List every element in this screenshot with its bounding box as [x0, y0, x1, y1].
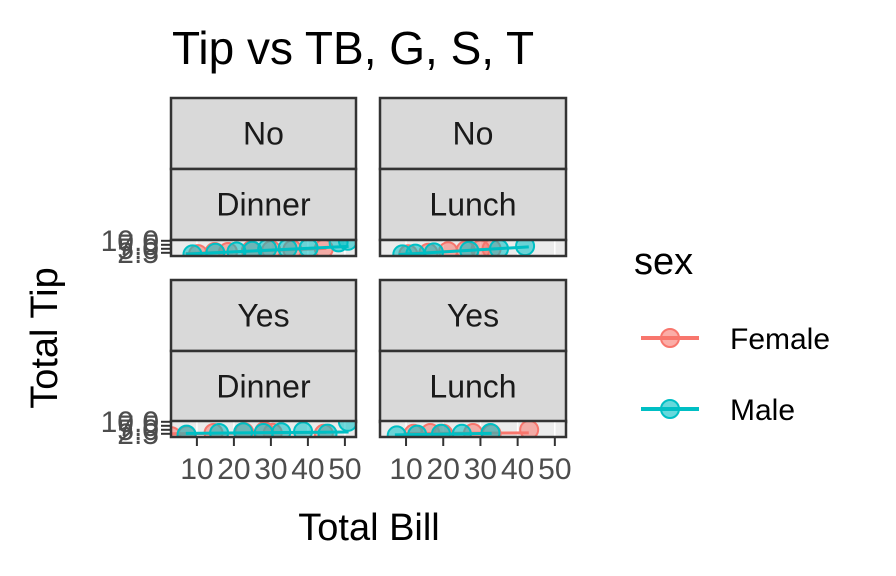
strip-smoker-no-dinner: [169, 96, 358, 171]
x-tick-label: 30: [464, 453, 497, 486]
strip-label-smoker: No: [243, 116, 284, 152]
panel-data: [392, 240, 556, 256]
legend-label-female: Female: [730, 323, 830, 356]
facet-no-dinner: No Dinner 10.07.55.02.5: [101, 96, 358, 270]
facet-yes-dinner: Yes Dinner 10.07.55.02.5: [101, 278, 358, 451]
panel-border: [378, 419, 568, 439]
chart-title: Tip vs TB, G, S, T: [172, 22, 534, 74]
legend-key-point-male: [660, 399, 680, 419]
strip-time-no-dinner: [169, 167, 358, 242]
y-tick-label: 5.0: [117, 233, 159, 266]
x-tick-label: 20: [217, 453, 250, 486]
y-tick-label: 7.5: [117, 229, 159, 262]
panel-data: [182, 240, 356, 256]
y-tick-label: 5.0: [117, 414, 159, 447]
x-tick-label: 10: [389, 453, 422, 486]
legend-key-point-female: [660, 328, 680, 348]
facet-yes-lunch: Yes Lunch: [378, 278, 568, 439]
facets-layer: NoDinner10.07.55.02.5NoLunchYesDinner10.…: [101, 96, 568, 451]
fit-line-male: [394, 431, 492, 437]
x-axis: 10 20 30 40 50 10 20 30 40 50: [180, 437, 572, 486]
x-tick-label: 20: [427, 453, 460, 486]
strip-time-no-lunch: [378, 167, 568, 242]
fit-line-male: [185, 244, 349, 256]
legend: sex Female Male: [634, 241, 830, 427]
x-tick-label: 40: [291, 453, 324, 486]
strip-time-yes-lunch: [378, 349, 568, 424]
strip-label-time: Lunch: [429, 369, 516, 405]
x-tick-label: 10: [180, 453, 213, 486]
y-tick-label: 10.0: [101, 406, 159, 439]
fit-line-male: [185, 430, 349, 435]
legend-entry-female: Female: [641, 323, 830, 356]
y-tick-label: 2.5: [117, 418, 159, 451]
facet-no-lunch: No Lunch: [378, 96, 568, 258]
y-tick-label: 7.5: [117, 410, 159, 443]
x-tick-label: 50: [538, 453, 571, 486]
legend-title: sex: [634, 241, 693, 283]
strip-label-smoker: Yes: [447, 298, 499, 334]
strip-time-yes-dinner: [169, 349, 358, 424]
strip-label-smoker: Yes: [237, 298, 289, 334]
fit-line-male: [398, 245, 529, 256]
strip-label-time: Dinner: [216, 187, 311, 223]
x-tick-label: 30: [254, 453, 287, 486]
x-tick-label: 40: [501, 453, 534, 486]
y-tick-label: 2.5: [117, 237, 159, 270]
y-tick-label: 10.0: [101, 225, 159, 258]
strip-label-time: Lunch: [429, 187, 516, 223]
panel-border: [378, 238, 568, 258]
legend-label-male: Male: [730, 394, 795, 427]
strip-smoker-yes-dinner: [169, 278, 358, 353]
x-tick-label: 50: [328, 453, 361, 486]
legend-entry-male: Male: [641, 394, 795, 427]
y-axis-title: Total Tip: [24, 267, 66, 409]
strip-label-smoker: No: [453, 116, 494, 152]
panel-data: [386, 421, 556, 437]
strip-label-time: Dinner: [216, 369, 311, 405]
x-axis-title: Total Bill: [298, 507, 440, 549]
